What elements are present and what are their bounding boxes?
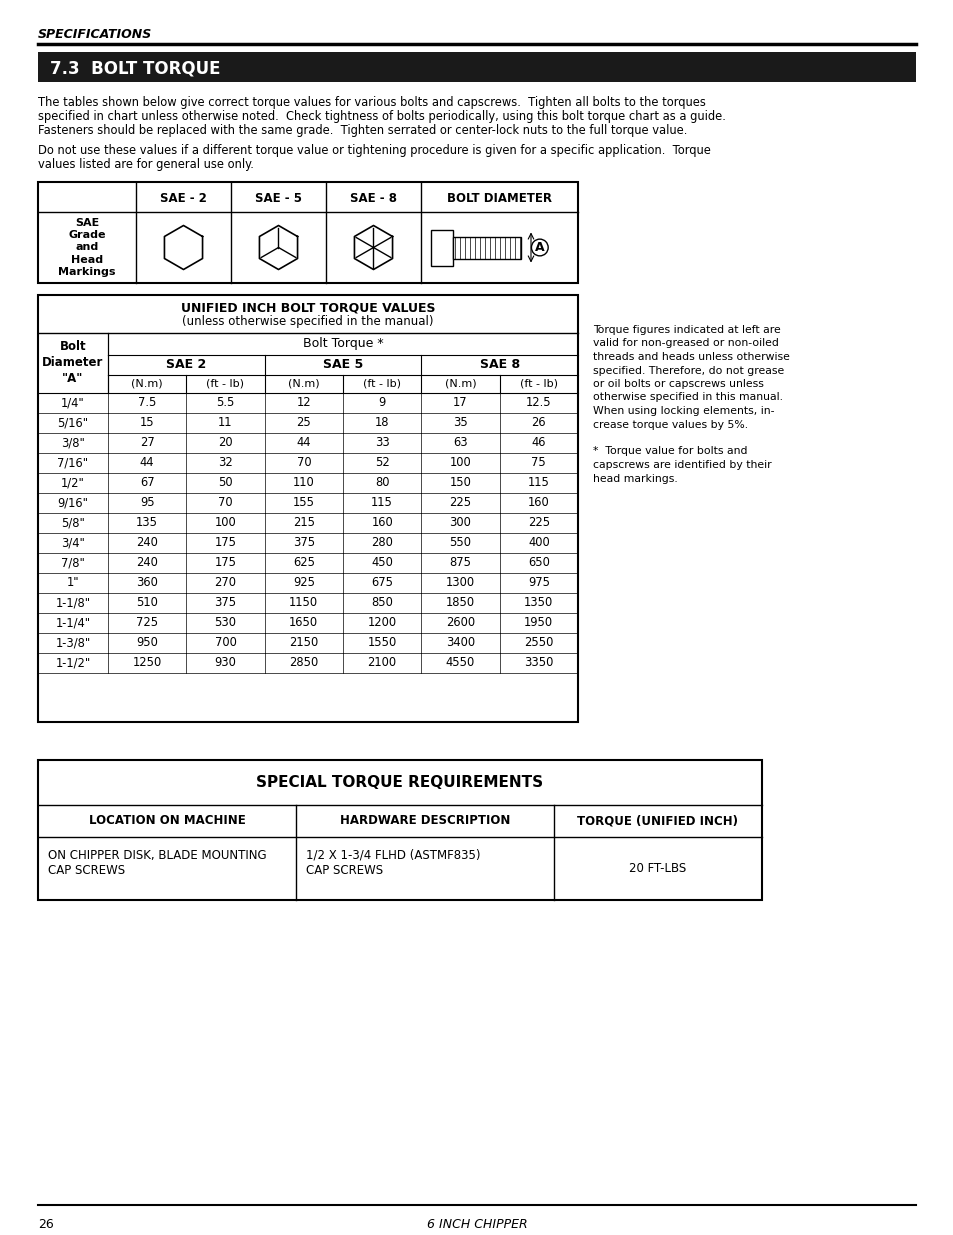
Text: 1300: 1300: [445, 577, 475, 589]
Text: or oil bolts or capscrews unless: or oil bolts or capscrews unless: [593, 379, 763, 389]
Text: 15: 15: [140, 416, 154, 430]
Text: 6 INCH CHIPPER: 6 INCH CHIPPER: [426, 1218, 527, 1231]
Text: 675: 675: [371, 577, 393, 589]
Text: 270: 270: [214, 577, 236, 589]
Text: 1200: 1200: [367, 616, 396, 630]
Text: 450: 450: [371, 557, 393, 569]
Text: 110: 110: [293, 477, 314, 489]
Text: capscrews are identified by their: capscrews are identified by their: [593, 459, 771, 471]
Text: BOLT DIAMETER: BOLT DIAMETER: [447, 191, 552, 205]
Text: SAE 2: SAE 2: [166, 358, 206, 372]
Text: 1650: 1650: [289, 616, 318, 630]
Text: 400: 400: [527, 536, 549, 550]
Text: 2100: 2100: [367, 657, 396, 669]
Bar: [38, 760, 761, 900]
Text: 12.5: 12.5: [525, 396, 551, 410]
Text: (ft - lb): (ft - lb): [519, 379, 558, 389]
Bar: [431, 230, 453, 266]
Text: 215: 215: [293, 516, 314, 530]
Text: 550: 550: [449, 536, 471, 550]
Text: 26: 26: [531, 416, 545, 430]
Bar: [38, 182, 578, 283]
Text: 44: 44: [140, 457, 154, 469]
Text: 135: 135: [136, 516, 158, 530]
Text: 240: 240: [136, 557, 158, 569]
Text: 3/4": 3/4": [61, 536, 85, 550]
Text: 11: 11: [218, 416, 233, 430]
Text: 1550: 1550: [367, 636, 396, 650]
Text: 360: 360: [136, 577, 158, 589]
Text: 225: 225: [449, 496, 471, 510]
Text: 175: 175: [214, 557, 236, 569]
Text: 930: 930: [214, 657, 236, 669]
Text: 300: 300: [449, 516, 471, 530]
Text: head markings.: head markings.: [593, 473, 677, 483]
Text: 44: 44: [296, 436, 311, 450]
Text: 1-1/2": 1-1/2": [55, 657, 91, 669]
Text: 1/4": 1/4": [61, 396, 85, 410]
Bar: [38, 52, 915, 82]
Text: The tables shown below give correct torque values for various bolts and capscrew: The tables shown below give correct torq…: [38, 96, 705, 109]
Text: 33: 33: [375, 436, 389, 450]
Text: SPECIAL TORQUE REQUIREMENTS: SPECIAL TORQUE REQUIREMENTS: [256, 776, 543, 790]
Text: 7.3  BOLT TORQUE: 7.3 BOLT TORQUE: [50, 61, 220, 78]
Text: 700: 700: [214, 636, 236, 650]
Text: 9: 9: [378, 396, 385, 410]
Text: 175: 175: [214, 536, 236, 550]
Text: 67: 67: [140, 477, 154, 489]
Text: 27: 27: [140, 436, 154, 450]
Text: valid for non-greased or non-oiled: valid for non-greased or non-oiled: [593, 338, 778, 348]
Text: SAE - 5: SAE - 5: [254, 191, 302, 205]
Text: 975: 975: [527, 577, 549, 589]
Text: 1/2 X 1-3/4 FLHD (ASTMF835)
CAP SCREWS: 1/2 X 1-3/4 FLHD (ASTMF835) CAP SCREWS: [306, 848, 480, 877]
Text: 510: 510: [136, 597, 158, 610]
Text: 25: 25: [296, 416, 311, 430]
Text: 20 FT-LBS: 20 FT-LBS: [629, 862, 686, 874]
Text: 18: 18: [375, 416, 389, 430]
Text: 1350: 1350: [523, 597, 553, 610]
Bar: [38, 295, 578, 722]
Text: 375: 375: [293, 536, 314, 550]
Text: SAE
Grade
and
Head
Markings: SAE Grade and Head Markings: [58, 217, 115, 278]
Text: 1-1/4": 1-1/4": [55, 616, 91, 630]
Text: 1250: 1250: [132, 657, 162, 669]
Text: 375: 375: [214, 597, 236, 610]
Text: LOCATION ON MACHINE: LOCATION ON MACHINE: [89, 815, 245, 827]
Text: 5/8": 5/8": [61, 516, 85, 530]
Text: 50: 50: [218, 477, 233, 489]
Text: 2150: 2150: [289, 636, 318, 650]
Text: 20: 20: [218, 436, 233, 450]
Text: 7.5: 7.5: [138, 396, 156, 410]
Text: 1150: 1150: [289, 597, 318, 610]
Text: UNIFIED INCH BOLT TORQUE VALUES: UNIFIED INCH BOLT TORQUE VALUES: [180, 301, 435, 315]
Text: 225: 225: [527, 516, 549, 530]
Text: 850: 850: [371, 597, 393, 610]
Text: 17: 17: [453, 396, 467, 410]
Text: 1/2": 1/2": [61, 477, 85, 489]
Text: SAE - 8: SAE - 8: [350, 191, 396, 205]
Text: 7/8": 7/8": [61, 557, 85, 569]
Text: 160: 160: [527, 496, 549, 510]
Text: 4550: 4550: [445, 657, 475, 669]
Text: 3400: 3400: [445, 636, 475, 650]
Text: 155: 155: [293, 496, 314, 510]
Text: 925: 925: [293, 577, 314, 589]
Text: 100: 100: [449, 457, 471, 469]
Text: 75: 75: [531, 457, 546, 469]
Text: values listed are for general use only.: values listed are for general use only.: [38, 158, 253, 170]
Text: 1850: 1850: [445, 597, 475, 610]
Text: 3/8": 3/8": [61, 436, 85, 450]
Text: 240: 240: [136, 536, 158, 550]
Text: Do not use these values if a different torque value or tightening procedure is g: Do not use these values if a different t…: [38, 144, 710, 157]
Text: Bolt Torque *: Bolt Torque *: [302, 337, 383, 351]
Text: 2550: 2550: [523, 636, 553, 650]
Text: 52: 52: [375, 457, 389, 469]
Text: 70: 70: [296, 457, 311, 469]
Text: SAE 5: SAE 5: [322, 358, 363, 372]
Text: 7/16": 7/16": [57, 457, 89, 469]
Text: SAE - 2: SAE - 2: [160, 191, 207, 205]
Text: 150: 150: [449, 477, 471, 489]
Text: 46: 46: [531, 436, 545, 450]
Text: 26: 26: [38, 1218, 53, 1231]
Text: 530: 530: [214, 616, 236, 630]
